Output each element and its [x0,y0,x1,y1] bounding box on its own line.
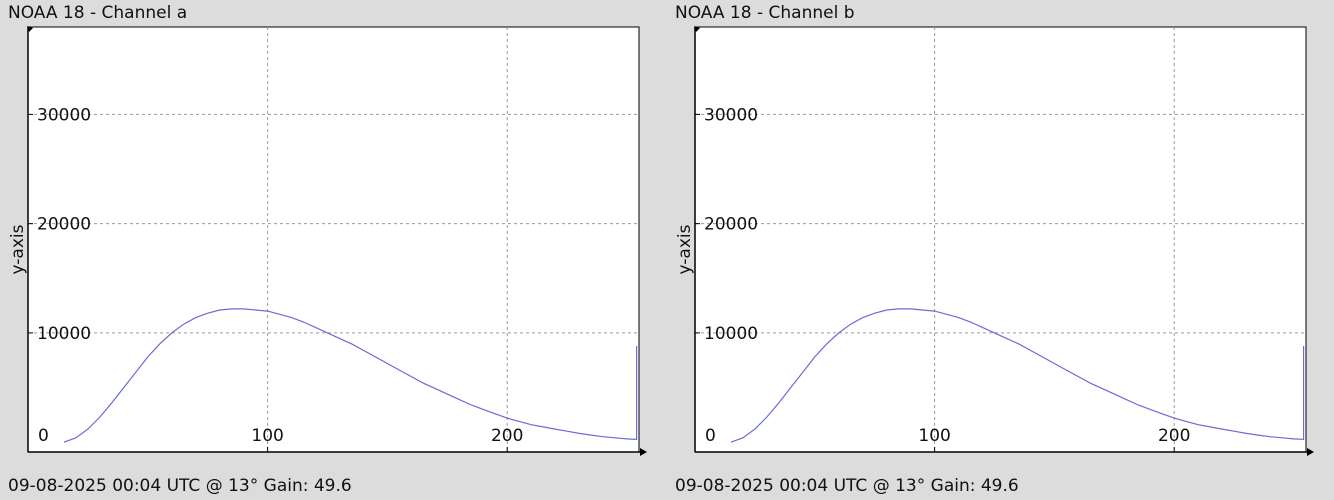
x-tick-label: 0 [38,426,49,446]
y-tick-label: 10000 [704,324,758,344]
y-tick-label: 10000 [37,324,91,344]
x-axis-arrow [640,448,647,456]
x-tick-label: 100 [918,426,950,446]
chart-plot: 10000 20000 30000 0 100 200 y-axis [675,26,1314,456]
plot-area [694,26,1307,453]
y-axis-label: y-axis [675,224,695,274]
series-line [730,308,1305,443]
y-axis-arrow [27,26,33,32]
chart-plot: 10000 20000 30000 0 100 200 y-axis [8,26,647,456]
chart-title: NOAA 18 - Channel a [8,3,188,23]
x-tick-label: 0 [705,426,716,446]
chart-footer: 09-08-2025 00:04 UTC @ 13° Gain: 49.6 [675,476,1019,496]
y-tick-label: 20000 [37,215,91,235]
x-tick-label: 200 [491,426,523,446]
chart-panel-a: NOAA 18 - Channel a 10000 20000 30000 0 100 2… [8,0,648,500]
y-axis-arrow [694,26,700,32]
chart-footer: 09-08-2025 00:04 UTC @ 13° Gain: 49.6 [8,476,352,496]
y-tick-label: 30000 [704,105,758,125]
y-axis-label: y-axis [8,224,28,274]
y-tick-label: 30000 [37,105,91,125]
plot-area [27,26,640,453]
y-tick-label: 20000 [704,215,758,235]
chart-title: NOAA 18 - Channel b [675,3,855,23]
x-axis-arrow [1307,448,1314,456]
x-tick-label: 100 [251,426,283,446]
chart-panel-b: NOAA 18 - Channel b 10000 20000 30000 0 100 2… [675,0,1315,500]
x-tick-label: 200 [1158,426,1190,446]
series-line [63,308,638,443]
